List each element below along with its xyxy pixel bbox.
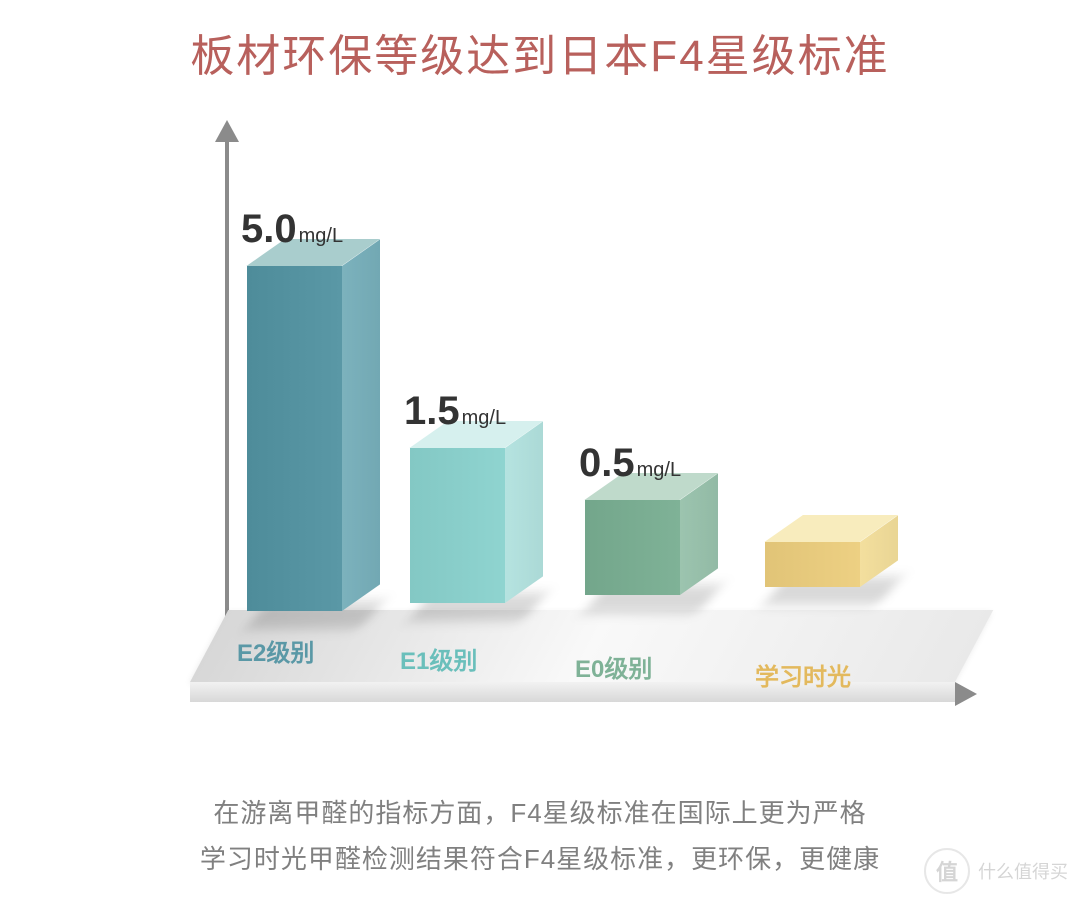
bar-value-1: 1.5mg/L: [404, 389, 506, 434]
bar-0: 5.0mg/L: [247, 266, 380, 611]
watermark: 值 什么值得买: [924, 848, 1068, 894]
bar-value-2: 0.5mg/L: [579, 441, 681, 486]
bar-category-3: 学习时光: [755, 657, 851, 692]
footer-text: 在游离甲醛的指标方面，F4星级标准在国际上更为严格 学习时光甲醛检测结果符合F4…: [0, 790, 1080, 882]
bar-category-2: E0级别: [575, 649, 652, 684]
bar-3: [765, 542, 898, 587]
page-title: 板材环保等级达到日本F4星级标准: [0, 0, 1080, 84]
bar-2: 0.5mg/L: [585, 500, 718, 595]
watermark-badge-icon: 值: [924, 848, 970, 894]
y-axis-arrow-icon: [215, 120, 239, 142]
bar-1: 1.5mg/L: [410, 448, 543, 603]
footer-line-2: 学习时光甲醛检测结果符合F4星级标准，更环保，更健康: [0, 836, 1080, 882]
bar-chart: 5.0mg/L1.5mg/L0.5mg/L E2级别E1级别E0级别学习时光: [185, 130, 975, 720]
y-axis: [225, 130, 229, 650]
footer-line-1: 在游离甲醛的指标方面，F4星级标准在国际上更为严格: [0, 790, 1080, 836]
x-axis-arrow-icon: [955, 682, 977, 706]
watermark-text: 什么值得买: [978, 858, 1068, 884]
bar-category-0: E2级别: [237, 633, 314, 668]
bar-value-0: 5.0mg/L: [241, 207, 343, 252]
bar-category-1: E1级别: [400, 641, 477, 676]
